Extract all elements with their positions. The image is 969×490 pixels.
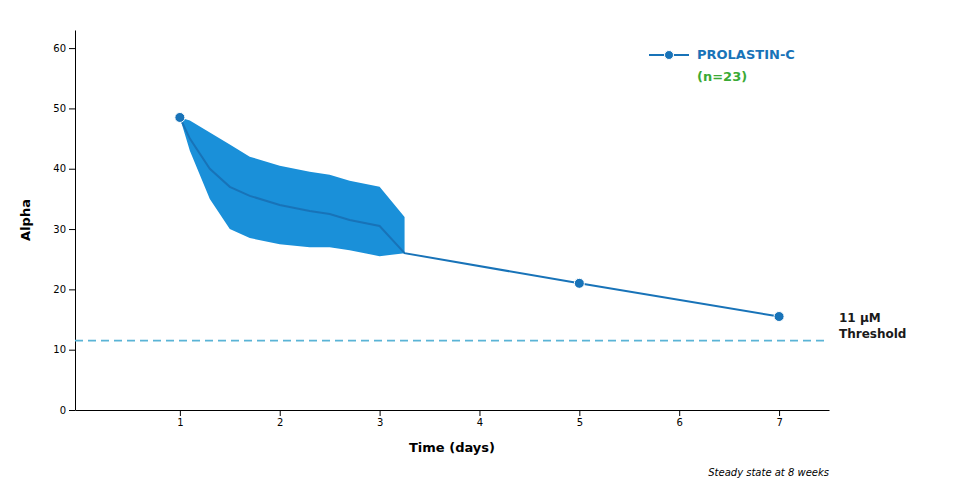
x-tick-mark (779, 410, 780, 416)
legend: PROLASTIN-C (n=23) (649, 47, 795, 84)
threshold-label: 11 μM (839, 311, 881, 325)
series-line (180, 117, 779, 316)
y-axis-line (75, 31, 76, 411)
x-tick: 3 (377, 410, 383, 428)
y-tick-mark (69, 108, 75, 109)
y-tick: 40 (53, 163, 75, 174)
ci-band (180, 117, 405, 256)
x-tick-label: 3 (377, 417, 383, 428)
series-marker (574, 278, 584, 288)
x-tick-label: 5 (577, 417, 583, 428)
y-tick-mark (69, 229, 75, 230)
threshold-line (75, 340, 829, 342)
x-axis-line (76, 410, 830, 411)
x-tick-label: 2 (277, 417, 283, 428)
y-tick-mark (69, 350, 75, 351)
x-tick-mark (280, 410, 281, 416)
y-tick: 10 (53, 344, 75, 355)
y-tick-mark (69, 169, 75, 170)
x-tick-label: 6 (677, 417, 683, 428)
y-axis: 0 10 20 30 40 50 60 (53, 31, 75, 416)
y-tick-label: 20 (53, 284, 66, 295)
x-axis: 1 2 3 4 5 6 7 (76, 410, 830, 428)
x-tick-label: 1 (177, 417, 183, 428)
y-axis-title: Alpha (18, 199, 33, 241)
x-tick: 2 (277, 410, 283, 428)
y-tick-label: 30 (53, 224, 66, 235)
x-axis-title: Time (days) (409, 440, 495, 455)
y-tick: 0 (60, 405, 75, 416)
legend-entry: PROLASTIN-C (649, 47, 795, 62)
note: Steady state at 8 weeks (708, 467, 829, 478)
y-tick: 50 (53, 103, 75, 114)
y-tick-label: 40 (53, 163, 66, 174)
legend-note: (n=23) (697, 69, 747, 84)
plot: 1 2 3 4 5 6 7 0 10 20 30 40 50 60 11 μM Threshold PROLAS… (53, 31, 906, 429)
y-tick: 60 (53, 43, 75, 54)
y-tick-mark (69, 48, 75, 49)
x-tick: 7 (776, 410, 782, 428)
threshold-label: Threshold (839, 327, 906, 341)
legend-label: PROLASTIN-C (697, 47, 795, 62)
series-marker (774, 312, 784, 322)
y-tick: 20 (53, 284, 75, 295)
x-tick-label: 4 (477, 417, 483, 428)
series-marker (175, 112, 185, 122)
x-tick-mark (180, 410, 181, 416)
x-tick-mark (380, 410, 381, 416)
y-tick-mark (69, 289, 75, 290)
chart: 1 2 3 4 5 6 7 0 10 20 30 40 50 60 11 μM Threshold PROLAS… (0, 0, 969, 490)
x-tick: 5 (577, 410, 583, 428)
x-tick: 1 (177, 410, 183, 428)
x-tick-label: 7 (776, 417, 782, 428)
x-tick: 4 (477, 410, 483, 428)
x-tick: 6 (677, 410, 683, 428)
y-tick-label: 10 (53, 344, 66, 355)
x-tick-mark (479, 410, 480, 416)
y-tick-label: 60 (53, 43, 66, 54)
legend-swatch-marker (665, 51, 674, 60)
y-tick: 30 (53, 224, 75, 235)
x-tick-mark (679, 410, 680, 416)
y-tick-label: 0 (60, 405, 66, 416)
x-tick-mark (579, 410, 580, 416)
y-tick-label: 50 (53, 103, 66, 114)
marks (75, 112, 829, 340)
y-tick-mark (69, 410, 75, 411)
